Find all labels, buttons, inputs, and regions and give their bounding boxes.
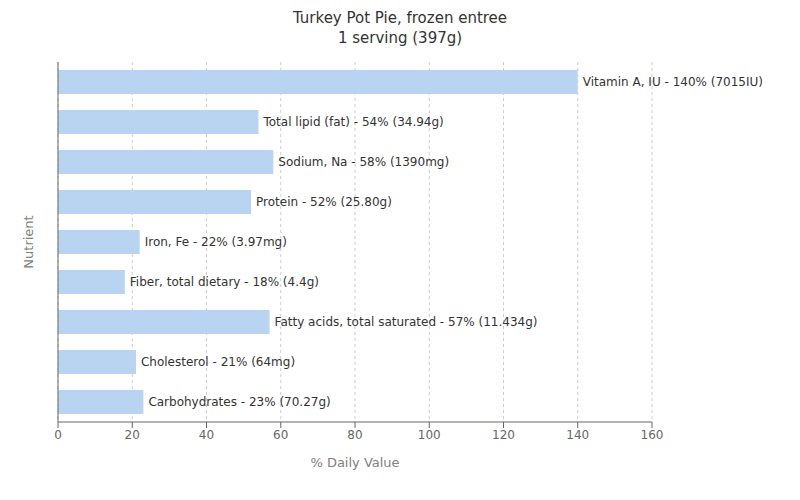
svg-text:Sodium, Na - 58% (1390mg): Sodium, Na - 58% (1390mg) xyxy=(278,155,449,169)
svg-text:Iron, Fe - 22% (3.97mg): Iron, Fe - 22% (3.97mg) xyxy=(145,235,287,249)
svg-text:Fiber, total dietary - 18% (4.: Fiber, total dietary - 18% (4.4g) xyxy=(130,275,319,289)
svg-text:% Daily Value: % Daily Value xyxy=(310,455,399,470)
svg-text:140: 140 xyxy=(566,428,589,442)
svg-text:Nutrient: Nutrient xyxy=(21,215,36,268)
svg-text:120: 120 xyxy=(492,428,515,442)
svg-text:160: 160 xyxy=(641,428,664,442)
svg-text:Carbohydrates - 23% (70.27g): Carbohydrates - 23% (70.27g) xyxy=(148,395,330,409)
svg-text:20: 20 xyxy=(125,428,140,442)
svg-text:60: 60 xyxy=(273,428,288,442)
svg-text:100: 100 xyxy=(418,428,441,442)
svg-text:Vitamin A, IU - 140% (7015IU): Vitamin A, IU - 140% (7015IU) xyxy=(583,75,763,89)
svg-text:Total lipid (fat) - 54% (34.94: Total lipid (fat) - 54% (34.94g) xyxy=(262,115,443,129)
svg-text:0: 0 xyxy=(54,428,62,442)
svg-text:Cholesterol - 21% (64mg): Cholesterol - 21% (64mg) xyxy=(141,355,295,369)
html-text:Turkey Pot Pie, frozen entree: Turkey Pot Pie, frozen entree xyxy=(292,9,508,27)
html-text:1 serving (397g): 1 serving (397g) xyxy=(337,29,463,47)
svg-text:80: 80 xyxy=(347,428,362,442)
svg-text:40: 40 xyxy=(199,428,214,442)
svg-text:Fatty acids, total saturated -: Fatty acids, total saturated - 57% (11.4… xyxy=(275,315,538,329)
svg-text:Protein - 52% (25.80g): Protein - 52% (25.80g) xyxy=(256,195,392,209)
